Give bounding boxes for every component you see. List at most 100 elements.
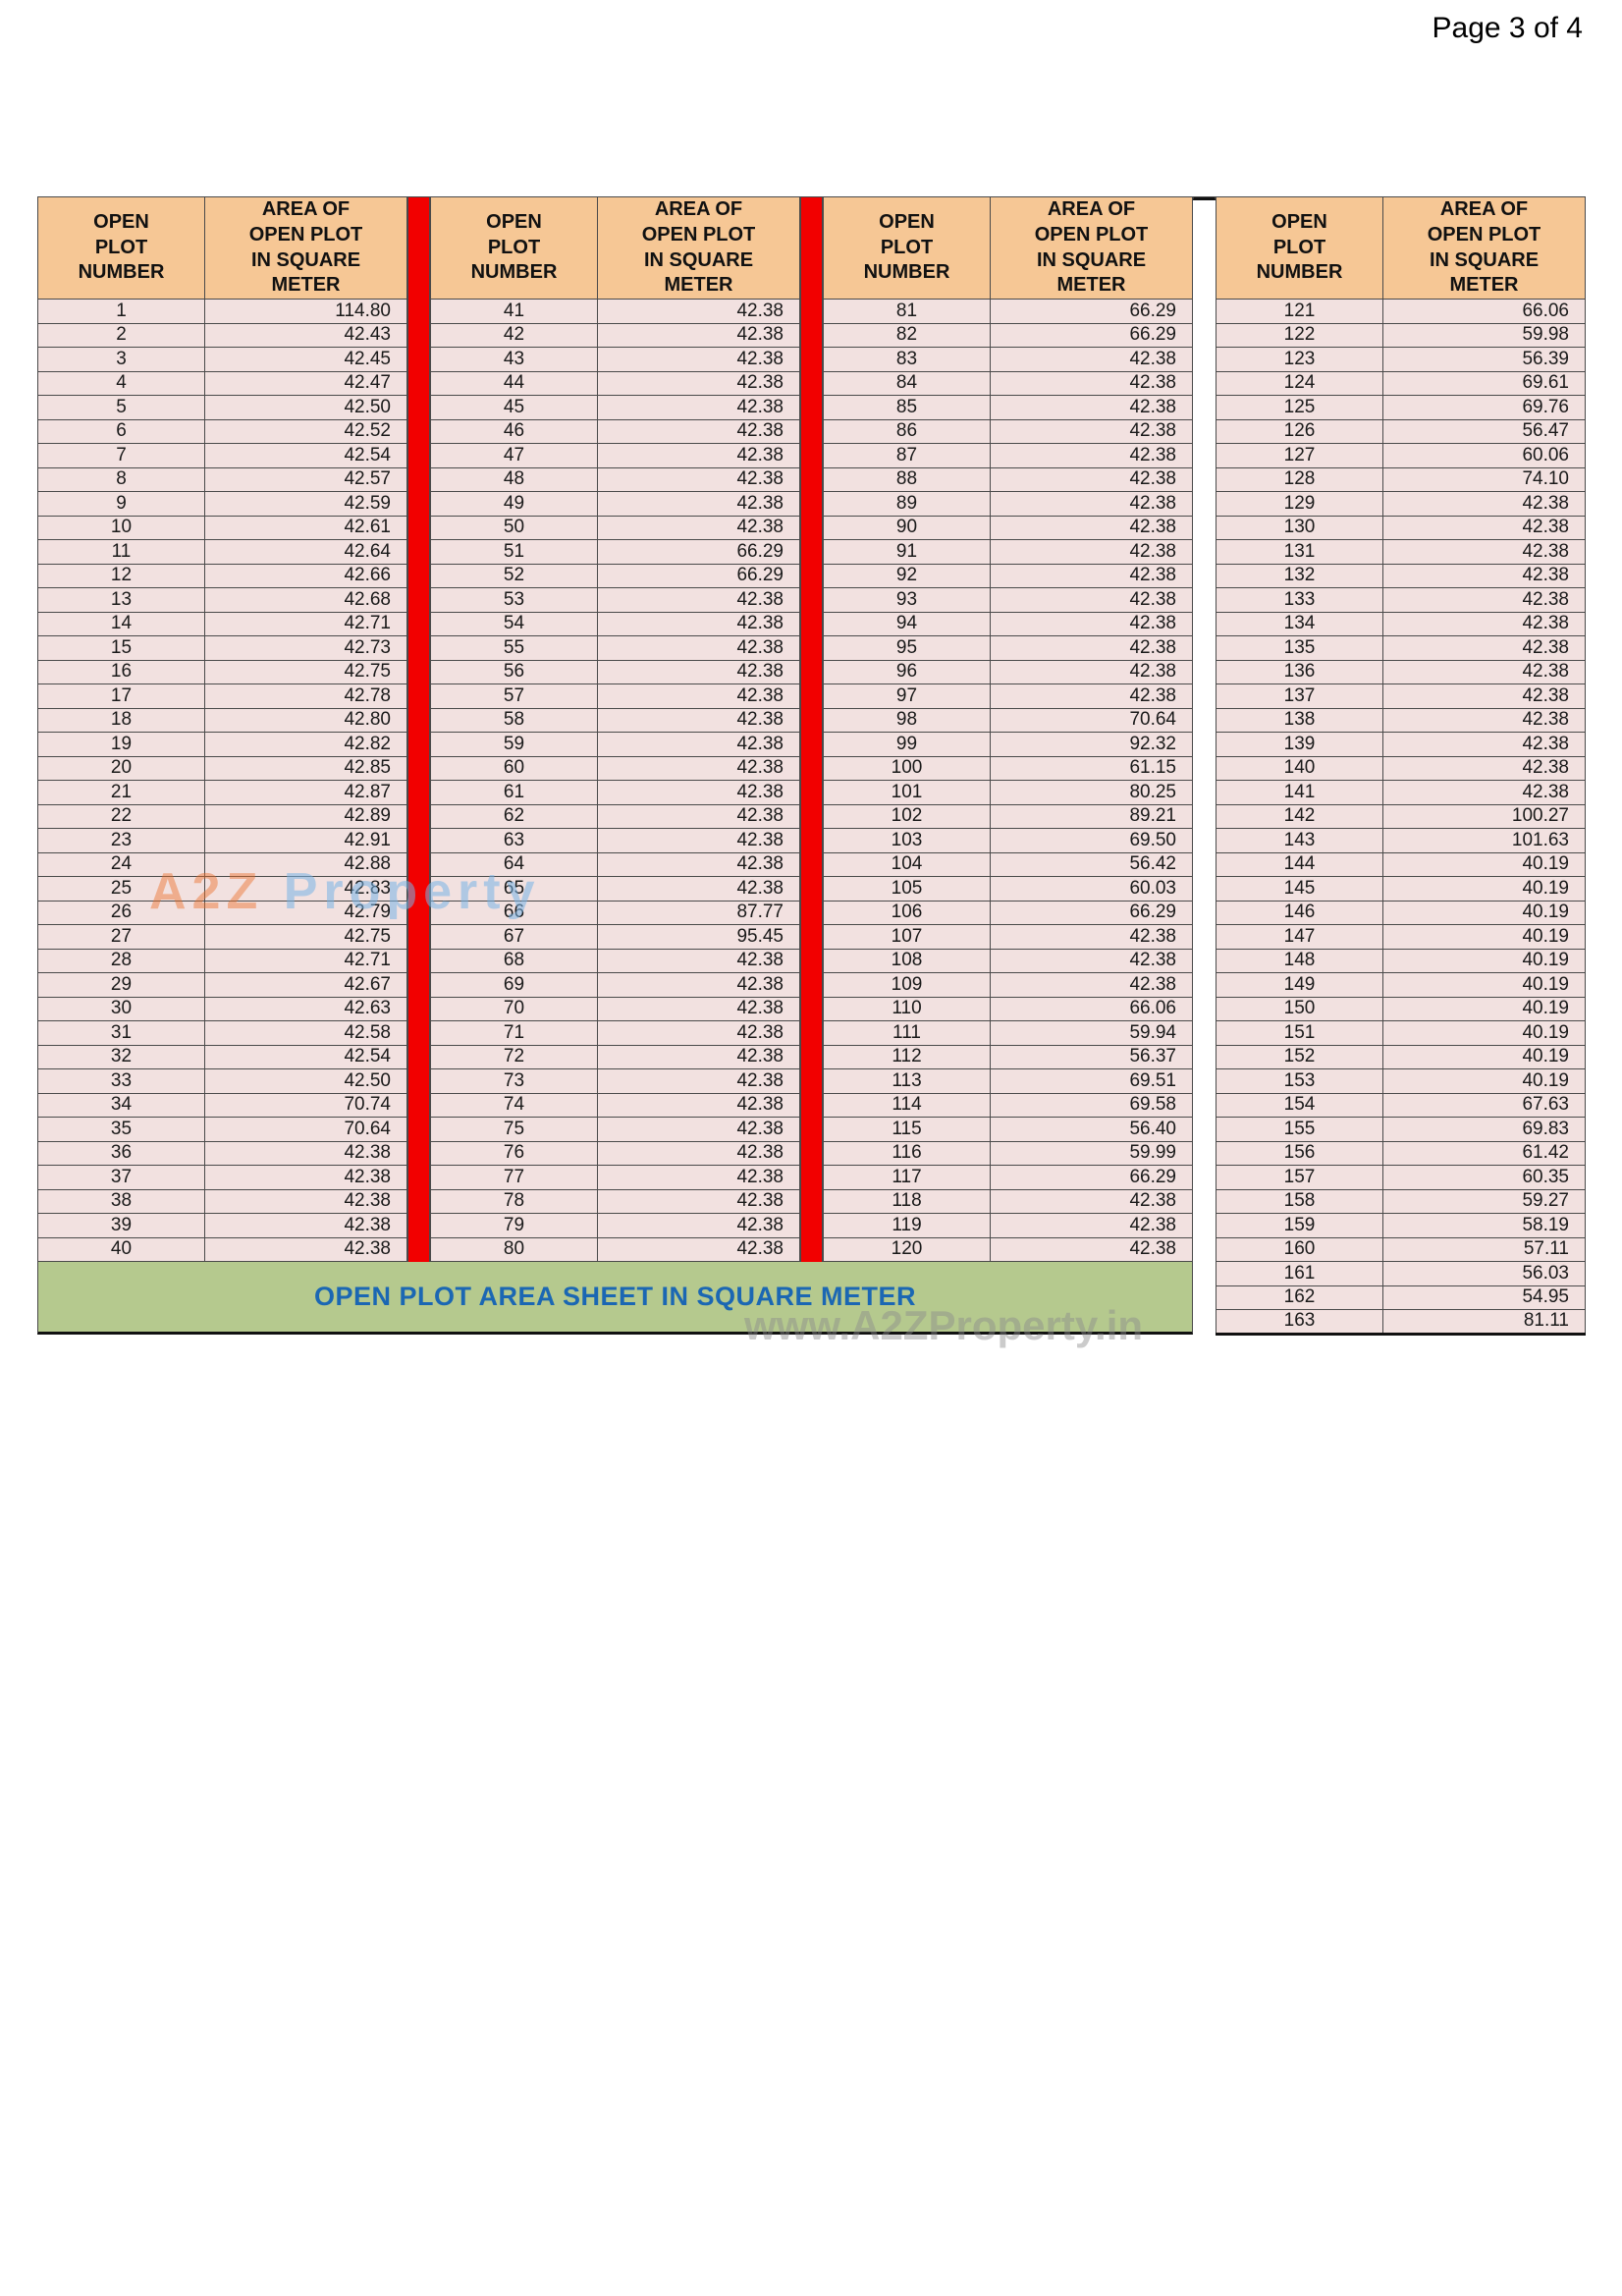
plot-number-cell: 104 — [823, 851, 991, 877]
plot-area-cell: 42.38 — [990, 443, 1193, 468]
table-row: 108 42.38 — [823, 948, 1193, 973]
table-row: 99 92.32 — [823, 732, 1193, 757]
table-row: 107 42.38 — [823, 924, 1193, 950]
table-row: 18 42.80 — [37, 707, 407, 733]
table-row: 114 69.58 — [823, 1092, 1193, 1118]
plot-number-cell: 6 — [37, 418, 205, 444]
plot-number-cell: 31 — [37, 1020, 205, 1046]
table-row: 161 56.03 — [1216, 1261, 1586, 1286]
plot-number-cell: 89 — [823, 491, 991, 517]
plot-area-cell: 42.38 — [597, 491, 800, 517]
plot-area-cell: 42.38 — [597, 1165, 800, 1190]
table-row: 86 42.38 — [823, 418, 1193, 444]
plot-number-cell: 123 — [1216, 347, 1383, 372]
table-row: 120 42.38 — [823, 1236, 1193, 1262]
table-row: 12 42.66 — [37, 563, 407, 588]
table-row: 51 66.29 — [430, 539, 800, 565]
plot-number-cell: 154 — [1216, 1092, 1383, 1118]
plot-number-cell: 25 — [37, 876, 205, 902]
plot-area-cell: 42.38 — [597, 755, 800, 781]
plot-area-cell: 40.19 — [1382, 972, 1586, 998]
table-row: 19 42.82 — [37, 732, 407, 757]
plot-number-cell: 94 — [823, 611, 991, 636]
plot-area-cell: 42.38 — [597, 1092, 800, 1118]
plot-number-cell: 162 — [1216, 1285, 1383, 1310]
plot-number-cell: 90 — [823, 515, 991, 540]
plot-number-cell: 155 — [1216, 1117, 1383, 1142]
table-row: 90 42.38 — [823, 515, 1193, 540]
plot-number-cell: 141 — [1216, 780, 1383, 805]
plot-number-cell: 102 — [823, 803, 991, 829]
table-row: 132 42.38 — [1216, 563, 1586, 588]
plot-number-cell: 87 — [823, 443, 991, 468]
plot-number-cell: 112 — [823, 1044, 991, 1069]
header-row: OPEN PLOT NUMBER AREA OF OPEN PLOT IN SQ… — [37, 196, 407, 300]
table-row: 82 66.29 — [823, 322, 1193, 348]
plot-area-cell: 42.38 — [597, 1188, 800, 1214]
table-row: 130 42.38 — [1216, 515, 1586, 540]
table-row: 159 58.19 — [1216, 1213, 1586, 1238]
plot-number-cell: 61 — [430, 780, 598, 805]
plot-number-cell: 72 — [430, 1044, 598, 1069]
plot-area-cell: 42.38 — [990, 395, 1193, 420]
table-row: 125 69.76 — [1216, 395, 1586, 420]
plot-area-cell: 42.38 — [597, 803, 800, 829]
plot-number-cell: 118 — [823, 1188, 991, 1214]
table-row: 4 42.47 — [37, 370, 407, 396]
plot-area-cell: 42.64 — [204, 539, 407, 565]
plot-number-cell: 120 — [823, 1236, 991, 1262]
plot-number-cell: 78 — [430, 1188, 598, 1214]
plot-area-cell: 42.38 — [597, 1068, 800, 1094]
plot-area-cell: 42.67 — [204, 972, 407, 998]
plot-area-cell: 40.19 — [1382, 1044, 1586, 1069]
table-row: 64 42.38 — [430, 851, 800, 877]
table-row: 102 89.21 — [823, 803, 1193, 829]
plot-table-group-4: OPEN PLOT NUMBER AREA OF OPEN PLOT IN SQ… — [1216, 196, 1586, 1336]
plot-area-cell: 42.71 — [204, 948, 407, 973]
plot-area-cell: 42.38 — [597, 876, 800, 902]
plot-area-cell: 66.29 — [990, 299, 1193, 324]
plot-area-cell: 42.38 — [990, 635, 1193, 661]
plot-number-cell: 54 — [430, 611, 598, 636]
plot-number-cell: 144 — [1216, 851, 1383, 877]
plot-number-cell: 100 — [823, 755, 991, 781]
plot-area-cell: 42.43 — [204, 322, 407, 348]
plot-area-cell: 42.73 — [204, 635, 407, 661]
plot-number-cell: 92 — [823, 563, 991, 588]
table-row: 91 42.38 — [823, 539, 1193, 565]
plot-number-cell: 151 — [1216, 1020, 1383, 1046]
table-row: 25 42.83 — [37, 876, 407, 902]
plot-area-cell: 70.64 — [990, 707, 1193, 733]
plot-area-cell: 40.19 — [1382, 876, 1586, 902]
table-row: 41 42.38 — [430, 299, 800, 324]
plot-number-cell: 14 — [37, 611, 205, 636]
plot-area-cell: 80.25 — [990, 780, 1193, 805]
table-row: 137 42.38 — [1216, 683, 1586, 709]
table-row: 29 42.67 — [37, 972, 407, 998]
plot-area-cell: 42.38 — [597, 1044, 800, 1069]
table-row: 56 42.38 — [430, 659, 800, 684]
table-row: 46 42.38 — [430, 418, 800, 444]
table-row: 62 42.38 — [430, 803, 800, 829]
plot-area-cell: 42.38 — [597, 707, 800, 733]
plot-area-cell: 59.27 — [1382, 1188, 1586, 1214]
table-row: 147 40.19 — [1216, 924, 1586, 950]
plot-number-cell: 19 — [37, 732, 205, 757]
plot-number-cell: 35 — [37, 1117, 205, 1142]
plot-number-cell: 2 — [37, 322, 205, 348]
plot-number-cell: 122 — [1216, 322, 1383, 348]
plot-area-cell: 56.40 — [990, 1117, 1193, 1142]
plot-number-cell: 73 — [430, 1068, 598, 1094]
plot-area-cell: 42.38 — [597, 443, 800, 468]
plot-area-cell: 40.19 — [1382, 851, 1586, 877]
plot-area-cell: 42.47 — [204, 370, 407, 396]
plot-number-cell: 125 — [1216, 395, 1383, 420]
plot-area-cell: 42.54 — [204, 443, 407, 468]
table-row: 106 66.29 — [823, 900, 1193, 925]
plot-area-cell: 42.38 — [1382, 659, 1586, 684]
plot-number-cell: 133 — [1216, 587, 1383, 613]
plot-area-cell: 42.78 — [204, 683, 407, 709]
plot-number-cell: 4 — [37, 370, 205, 396]
plot-number-cell: 81 — [823, 299, 991, 324]
plot-area-cell: 42.45 — [204, 347, 407, 372]
